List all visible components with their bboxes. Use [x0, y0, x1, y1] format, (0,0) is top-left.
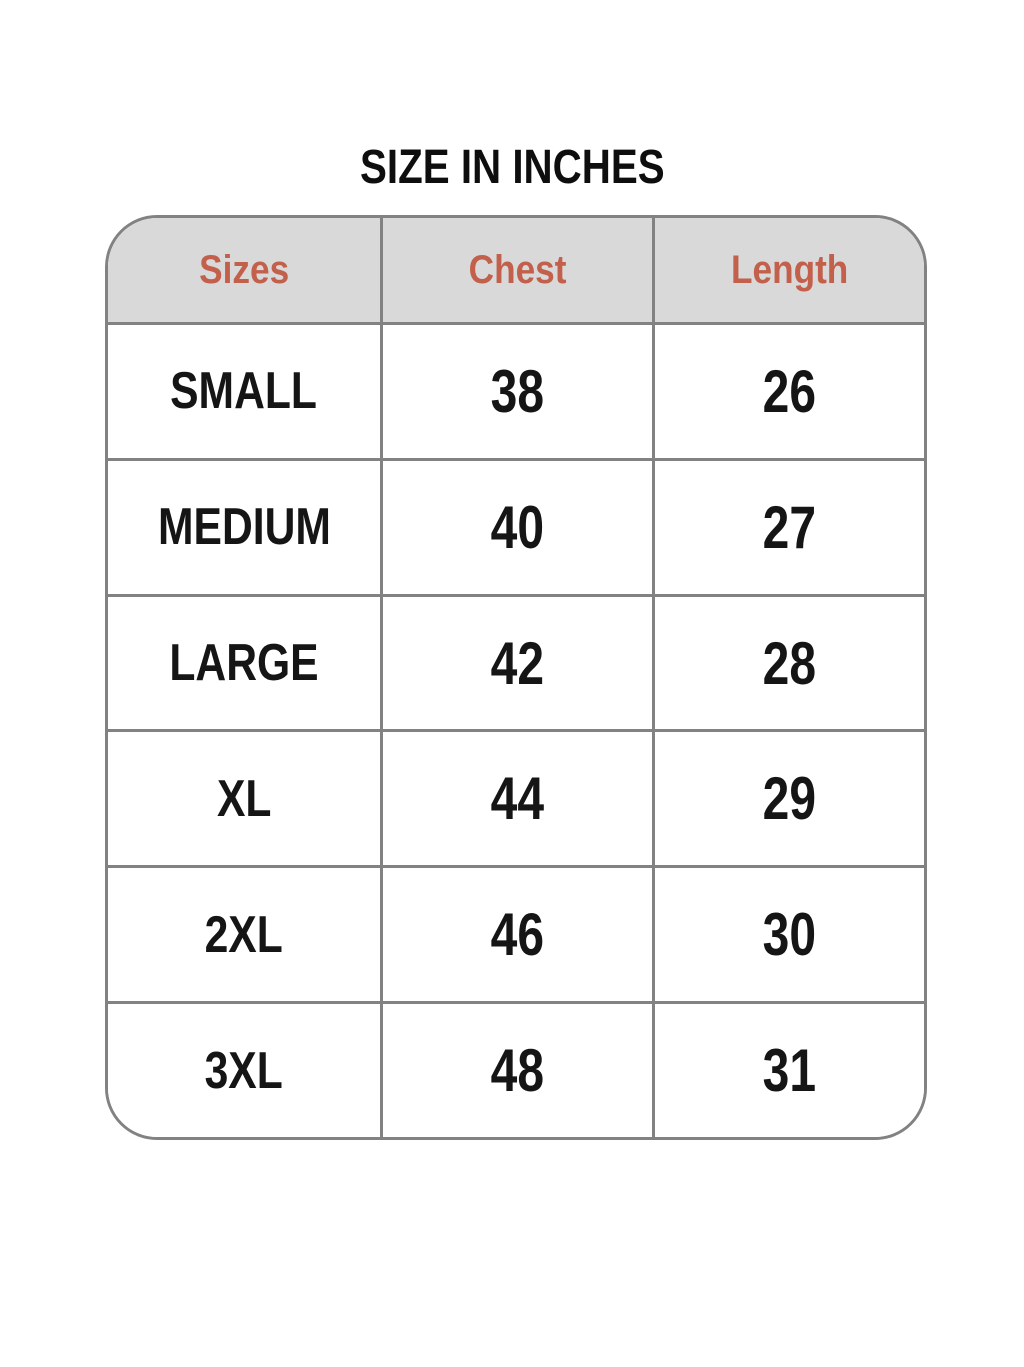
header-cell-length: Length	[652, 218, 924, 322]
title-wrap: SIZE IN INCHES	[0, 140, 1024, 195]
length-cell: 26	[652, 325, 924, 458]
table-row-xl: XL 44 29	[108, 729, 924, 866]
size-value: LARGE	[169, 634, 319, 693]
chest-value: 42	[490, 629, 545, 697]
length-cell: 28	[652, 596, 924, 730]
header-cell-sizes: Sizes	[108, 218, 380, 322]
size-value: MEDIUM	[157, 498, 331, 557]
length-value: 27	[762, 493, 817, 561]
size-cell: MEDIUM	[108, 461, 380, 594]
length-value: 30	[762, 901, 817, 969]
header-label-length: Length	[730, 247, 849, 292]
size-value: 2XL	[204, 905, 284, 964]
header-cell-chest: Chest	[380, 218, 652, 322]
table-row-2xl: 2XL 46 30	[108, 865, 924, 1002]
chest-value: 44	[490, 765, 545, 833]
page-title: SIZE IN INCHES	[359, 141, 665, 194]
table-row-3xl: 3XL 48 31	[108, 1001, 924, 1137]
length-cell: 31	[652, 1004, 924, 1137]
length-cell: 29	[652, 732, 924, 866]
size-value: SMALL	[170, 362, 318, 421]
chest-value: 38	[490, 357, 545, 425]
size-cell: 2XL	[108, 868, 380, 1001]
size-value: 3XL	[204, 1041, 284, 1100]
table-row-small: SMALL 38 26	[108, 325, 924, 458]
table-row-large: LARGE 42 28	[108, 593, 924, 730]
table-row-medium: MEDIUM 40 27	[108, 457, 924, 594]
length-value: 28	[762, 629, 817, 697]
length-value: 31	[762, 1037, 817, 1105]
length-cell: 30	[652, 868, 924, 1002]
table-header-row: Sizes Chest Length	[108, 218, 924, 325]
size-value: XL	[216, 769, 272, 828]
length-cell: 27	[652, 460, 924, 594]
chest-value: 46	[490, 901, 545, 969]
length-value: 26	[762, 357, 817, 425]
size-cell: LARGE	[108, 597, 380, 730]
size-cell: 3XL	[108, 1004, 380, 1137]
chest-cell: 42	[380, 596, 652, 730]
chest-cell: 44	[380, 732, 652, 866]
chest-cell: 40	[380, 460, 652, 594]
chest-cell: 38	[380, 325, 652, 458]
chest-cell: 48	[380, 1004, 652, 1137]
size-cell: SMALL	[108, 325, 380, 458]
header-label-sizes: Sizes	[198, 247, 290, 292]
length-value: 29	[762, 765, 817, 833]
size-chart-table: Sizes Chest Length SMALL 38 26 MEDIUM 40…	[105, 215, 927, 1140]
size-cell: XL	[108, 732, 380, 865]
header-label-chest: Chest	[468, 247, 567, 292]
chest-value: 40	[490, 493, 545, 561]
chest-cell: 46	[380, 868, 652, 1002]
chest-value: 48	[490, 1037, 545, 1105]
